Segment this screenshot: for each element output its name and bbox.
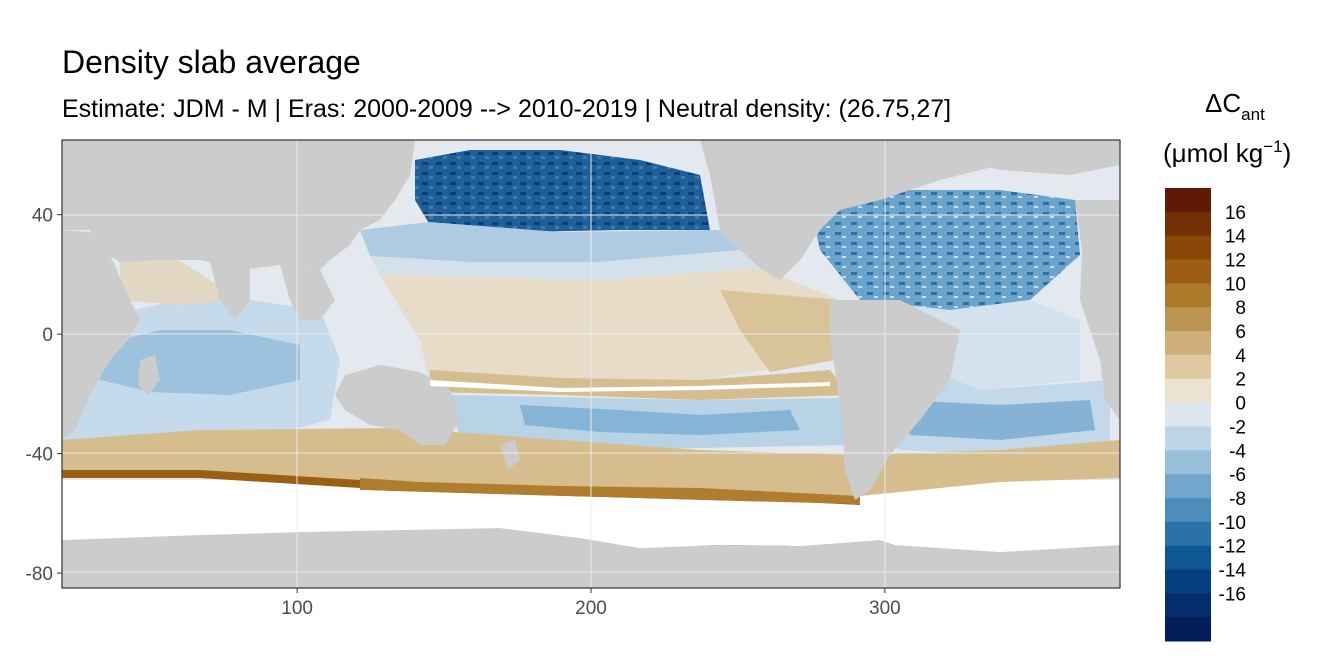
legend-label: 4: [1235, 346, 1246, 367]
chart-title: Density slab average: [62, 44, 361, 80]
legend-label: 12: [1225, 251, 1246, 272]
y-tick-label: 40: [32, 206, 53, 227]
legend-label: 10: [1225, 274, 1246, 295]
x-tick-label: 300: [869, 598, 901, 619]
legend-color-step: [1165, 545, 1211, 570]
land-se-asia: [280, 265, 335, 320]
y-axis: 40 0 -40 -80: [26, 206, 62, 585]
legend-color-step: [1165, 235, 1211, 261]
x-tick-label: 100: [281, 598, 313, 619]
legend-title-main: ΔC: [1205, 88, 1241, 118]
region-south-atlantic-blue-core: [900, 400, 1095, 440]
x-axis: 100 200 300: [281, 588, 901, 619]
legend-label: 0: [1235, 394, 1246, 415]
y-tick-label: -80: [26, 564, 53, 585]
legend-colorbar: [1165, 188, 1211, 642]
legend-color-step: [1165, 521, 1211, 547]
legend-color-step: [1165, 617, 1211, 642]
legend-label: -16: [1219, 584, 1246, 605]
legend-color-step: [1165, 474, 1211, 499]
region-indian-ocean-blue-core: [100, 330, 300, 395]
legend-color-step: [1165, 331, 1211, 356]
region-north-atlantic: [810, 190, 1080, 310]
land-greenland: [900, 140, 1120, 175]
region-north-pacific-lightband: [370, 250, 760, 280]
legend-color-step: [1165, 497, 1211, 523]
land-south-america: [830, 300, 960, 500]
legend-unit: (μmol kg−1): [1163, 137, 1291, 168]
land-eurasia: [62, 140, 415, 270]
legend-label: 16: [1225, 203, 1246, 224]
legend-color-step: [1165, 593, 1211, 618]
land-africa: [62, 230, 140, 440]
legend-label: 8: [1235, 298, 1246, 319]
y-tick-label: -40: [26, 445, 53, 466]
region-southern-ocean-brown: [360, 478, 860, 504]
legend-label: -14: [1219, 560, 1247, 581]
region-eastern-tropical-pacific: [720, 290, 840, 372]
gridlines: [62, 140, 1120, 588]
x-tick-label: 200: [575, 598, 607, 619]
legend-label: -6: [1229, 465, 1246, 486]
legend-label: -4: [1229, 441, 1246, 462]
legend-color-step: [1165, 211, 1211, 237]
legend-title: ΔCant: [1205, 88, 1265, 124]
land-new-zealand: [500, 440, 520, 470]
legend-unit-pre: (μmol kg: [1163, 138, 1263, 168]
region-arabian-sea: [120, 258, 240, 305]
map-panel: [62, 140, 1120, 588]
no-data-tropical-channel: [430, 380, 830, 392]
region-south-pacific-blue-core: [520, 405, 800, 435]
legend-title-sub: ant: [1241, 105, 1265, 124]
legend-color-step: [1165, 259, 1211, 284]
legend-color-step: [1165, 450, 1211, 475]
legend-color-step: [1165, 188, 1211, 213]
legend-label: -12: [1219, 537, 1246, 558]
legend-color-step: [1165, 307, 1211, 332]
legend-color-step: [1165, 378, 1211, 404]
region-north-pacific-transition: [360, 222, 740, 262]
land-north-america: [700, 140, 1120, 280]
legend-label: 2: [1235, 370, 1246, 391]
legend-color-step: [1165, 569, 1211, 594]
legend-label: -2: [1229, 417, 1246, 438]
legend-label: 6: [1235, 322, 1246, 343]
legend-label: 14: [1225, 227, 1247, 248]
region-north-pacific-subpolar: [415, 150, 710, 232]
legend-color-step: [1165, 283, 1211, 308]
land-madagascar: [138, 355, 160, 395]
legend-color-step: [1165, 354, 1211, 380]
legend-color-step: [1165, 402, 1211, 427]
region-south-pacific-tan-band: [430, 370, 850, 400]
legend-unit-sup: −1: [1263, 137, 1282, 156]
land-australia: [335, 365, 460, 445]
land-india: [210, 262, 250, 320]
y-tick-label: 0: [42, 325, 53, 346]
legend-unit-post: ): [1283, 138, 1292, 168]
legend-label: -8: [1229, 489, 1246, 510]
legend-label: -10: [1219, 513, 1246, 534]
legend-color-step: [1165, 426, 1211, 451]
chart-subtitle: Estimate: JDM - M | Eras: 2000-2009 --> …: [62, 95, 951, 123]
land-africa-east: [1075, 200, 1120, 420]
